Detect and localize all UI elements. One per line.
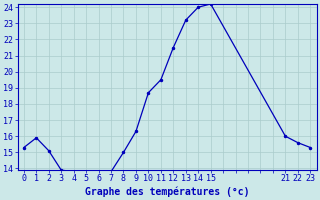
X-axis label: Graphe des températures (°c): Graphe des températures (°c): [85, 186, 249, 197]
